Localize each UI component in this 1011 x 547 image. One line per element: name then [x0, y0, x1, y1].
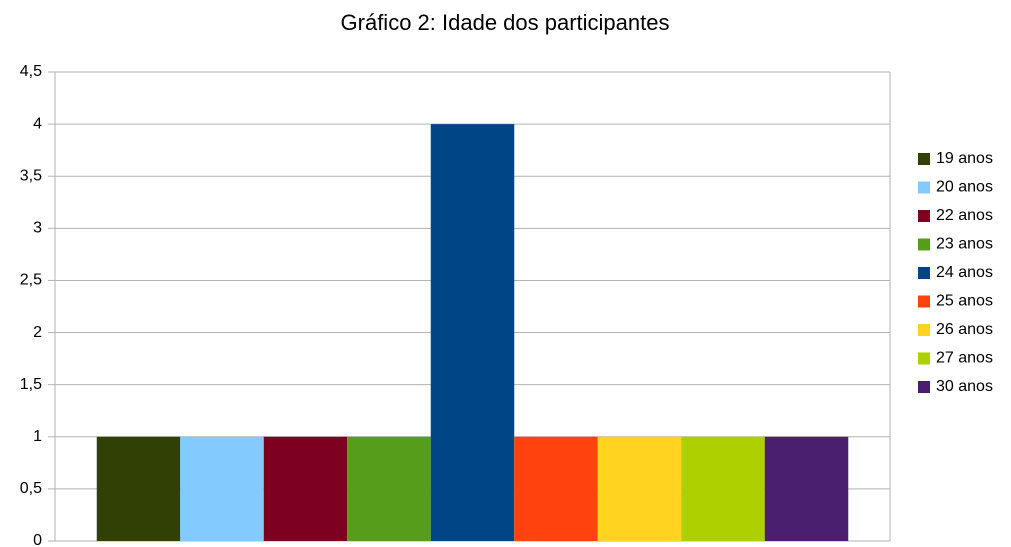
legend-label: 26 anos [936, 321, 993, 338]
legend-label: 25 anos [936, 293, 993, 310]
y-tick-label: 1,5 [20, 376, 42, 393]
legend-swatch [918, 153, 930, 165]
y-tick-label: 3 [33, 220, 42, 237]
y-tick-label: 0 [33, 532, 42, 547]
bar [597, 436, 682, 541]
legend-swatch [918, 210, 930, 222]
bar [764, 436, 849, 541]
legend-swatch [918, 295, 930, 308]
legend-label: 27 anos [936, 350, 993, 367]
legend-swatch [918, 238, 930, 251]
bar [96, 436, 181, 541]
y-tick-label: 4 [33, 115, 42, 132]
legend-label: 22 anos [936, 207, 993, 224]
legend-label: 23 anos [936, 236, 993, 253]
y-tick-label: 3,5 [20, 167, 42, 184]
y-tick-label: 2 [33, 324, 42, 341]
y-tick-label: 2,5 [20, 272, 42, 289]
chart-title: Gráfico 2: Idade dos participantes [341, 10, 670, 35]
legend-swatch [918, 181, 930, 194]
bar [180, 436, 264, 541]
y-tick-label: 4,5 [20, 63, 42, 80]
bar [347, 436, 431, 541]
bar [263, 436, 348, 541]
bar [430, 124, 515, 541]
legend-swatch [918, 381, 930, 393]
legend-label: 20 anos [936, 179, 993, 196]
legend-swatch [918, 324, 930, 336]
y-tick-label: 1 [33, 428, 42, 445]
legend-label: 30 anos [936, 378, 993, 395]
bar [514, 436, 598, 541]
legend-label: 24 anos [936, 264, 993, 281]
bar [681, 436, 765, 541]
legend-label: 19 anos [936, 150, 993, 167]
legend-swatch [918, 352, 930, 365]
y-tick-label: 0,5 [20, 480, 42, 497]
legend-swatch [918, 267, 930, 279]
